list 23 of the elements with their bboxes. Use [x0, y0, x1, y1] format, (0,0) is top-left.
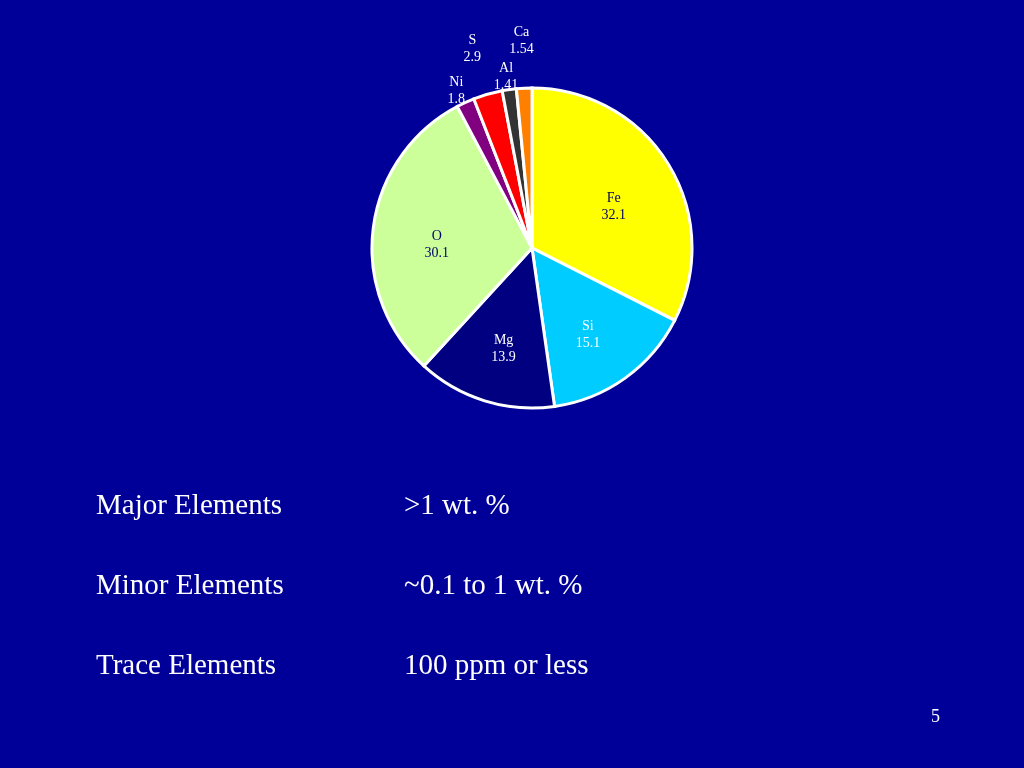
- slice-label: Ni: [449, 74, 464, 90]
- text: ~0.1 to 1 wt. %: [404, 568, 583, 601]
- slice-label: Si: [582, 318, 594, 334]
- data-label: 1.41: [493, 76, 519, 92]
- data-label: 2.9: [463, 49, 482, 65]
- data-label: 13.9: [491, 348, 516, 364]
- text: >1 wt. %: [404, 488, 510, 521]
- slice-label: Ca: [513, 24, 530, 40]
- data-label: 15.1: [575, 335, 601, 351]
- data-label: 1.8: [447, 91, 466, 107]
- data-label: 32.1: [601, 206, 627, 222]
- text: 5: [931, 706, 940, 727]
- text: Minor Elements: [96, 568, 284, 601]
- text: 100 ppm or less: [404, 648, 589, 681]
- slice-label: Fe: [606, 189, 621, 205]
- text: Trace Elements: [96, 648, 277, 681]
- text: Major Elements: [96, 488, 283, 521]
- slice-label: O: [431, 227, 442, 243]
- slice-label: S: [468, 32, 477, 48]
- data-label: 1.54: [509, 41, 534, 57]
- data-label: 30.1: [424, 244, 450, 260]
- slice-label: Mg: [493, 331, 514, 347]
- slice-label: Al: [499, 59, 514, 75]
